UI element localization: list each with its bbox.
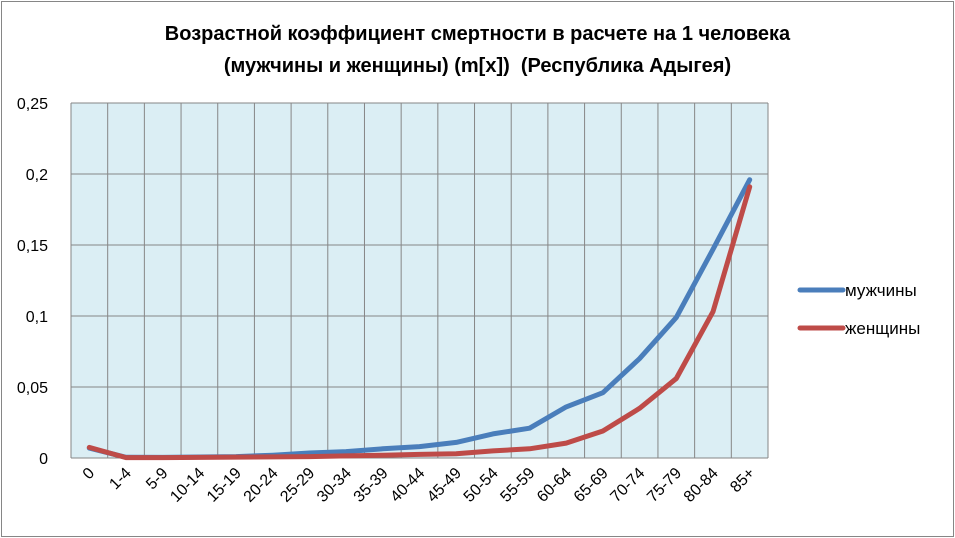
x-tick-label: 20-24 <box>241 465 282 506</box>
series-line <box>86 184 753 461</box>
plot-area <box>71 103 768 458</box>
y-tick-label: 0,1 <box>26 309 48 326</box>
x-tick-label: 60-64 <box>534 465 575 506</box>
chart-title-line-1: Возрастной коэффициент смертности в расч… <box>164 23 791 45</box>
chart-title-line-2: (мужчины и женщины) (m[x]) (Республика А… <box>223 55 732 77</box>
x-tick-label: 10-14 <box>167 465 208 506</box>
x-axis-ticks: 0 1-4 5-910-1415-1920-2425-2930-3435-3940-… <box>80 465 759 506</box>
x-tick-label: 55-59 <box>497 465 538 506</box>
x-tick-label: 15-19 <box>204 465 245 506</box>
legend: мужчины женщины <box>797 281 920 338</box>
y-tick-label: 0,05 <box>17 380 48 397</box>
y-axis-ticks: 0 0,05 0,1 0,15 0,2 0,25 <box>17 96 48 468</box>
y-tick-label: 0,15 <box>17 238 48 255</box>
x-tick-label: 1-4 <box>106 465 134 493</box>
y-tick-label: 0,25 <box>17 96 48 113</box>
x-tick-label: 80-84 <box>681 465 722 506</box>
x-tick-label: 75-79 <box>644 465 685 506</box>
series-lines <box>86 177 753 461</box>
x-tick-label: 50-54 <box>461 465 502 506</box>
legend-label: мужчины <box>845 281 917 300</box>
x-tick-label: 65-69 <box>571 465 612 506</box>
x-tick-label: 70-74 <box>607 465 648 506</box>
x-tick-label: 35-39 <box>351 465 392 506</box>
x-tick-label: 40-44 <box>387 465 428 506</box>
x-tick-label: 0 <box>80 465 98 483</box>
x-tick-label: 85+ <box>727 465 758 496</box>
y-tick-label: 0 <box>39 451 48 468</box>
legend-label: женщины <box>845 319 920 338</box>
x-tick-label: 30-34 <box>314 465 355 506</box>
x-tick-label: 45-49 <box>424 465 465 506</box>
gridlines <box>70 102 769 459</box>
x-tick-label: 25-29 <box>277 465 318 506</box>
x-tick-label: 5-9 <box>143 465 171 493</box>
y-tick-label: 0,2 <box>26 167 48 184</box>
chart-title: Возрастной коэффициент смертности в расч… <box>0 18 955 82</box>
